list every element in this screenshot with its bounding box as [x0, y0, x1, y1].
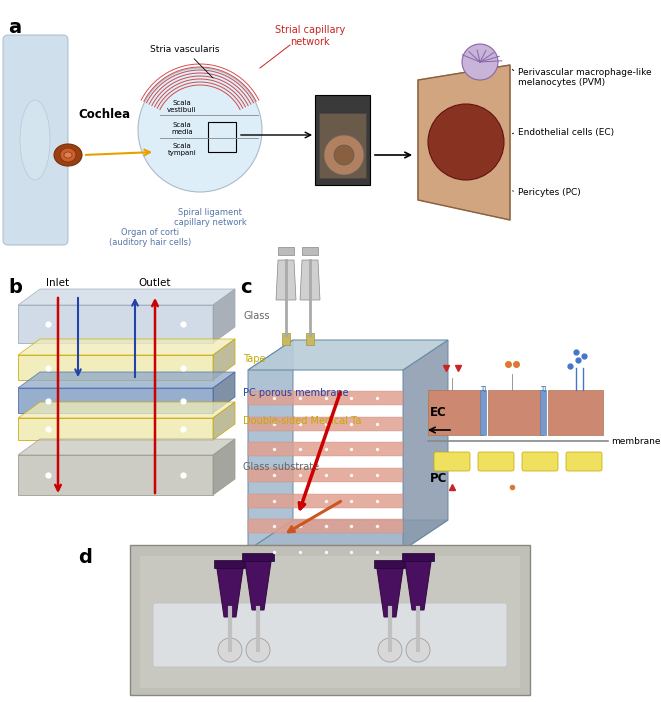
Bar — [130, 545, 530, 695]
Bar — [319, 113, 366, 178]
Ellipse shape — [54, 144, 82, 166]
Polygon shape — [248, 545, 403, 559]
Text: Cochlea: Cochlea — [78, 108, 130, 121]
Text: d: d — [78, 548, 92, 567]
Polygon shape — [540, 390, 546, 435]
Circle shape — [406, 638, 430, 662]
Polygon shape — [213, 289, 235, 343]
FancyBboxPatch shape — [522, 452, 558, 471]
Circle shape — [138, 68, 262, 192]
Circle shape — [218, 638, 242, 662]
Polygon shape — [213, 339, 235, 380]
Bar — [214, 560, 246, 568]
Text: membrane: membrane — [611, 437, 660, 446]
Text: Outlet: Outlet — [139, 278, 171, 288]
Circle shape — [428, 104, 504, 180]
Polygon shape — [403, 340, 448, 550]
Text: Organ of corti
(auditory hair cells): Organ of corti (auditory hair cells) — [109, 228, 191, 247]
Polygon shape — [18, 339, 235, 355]
Text: TJ: TJ — [540, 386, 546, 392]
FancyBboxPatch shape — [153, 603, 507, 667]
Text: Glass: Glass — [243, 311, 270, 321]
Ellipse shape — [60, 148, 76, 162]
Bar — [140, 556, 520, 688]
Polygon shape — [376, 562, 404, 617]
Bar — [242, 553, 274, 561]
Text: Scala
media: Scala media — [171, 122, 193, 135]
Text: PC porous membrane: PC porous membrane — [243, 388, 348, 397]
Text: Glass substrate: Glass substrate — [243, 462, 319, 472]
Bar — [208, 122, 236, 152]
FancyBboxPatch shape — [478, 452, 514, 471]
Polygon shape — [213, 402, 235, 440]
Polygon shape — [404, 555, 432, 610]
Circle shape — [334, 145, 354, 165]
Polygon shape — [480, 390, 486, 435]
Polygon shape — [18, 455, 213, 495]
Bar — [488, 390, 543, 435]
Polygon shape — [213, 439, 235, 495]
FancyBboxPatch shape — [3, 35, 68, 245]
Text: Spiral ligament
capillary network: Spiral ligament capillary network — [174, 208, 247, 227]
Circle shape — [462, 44, 498, 80]
Polygon shape — [248, 442, 403, 456]
Polygon shape — [216, 562, 244, 617]
Text: Pericytes (PC): Pericytes (PC) — [518, 188, 581, 197]
Polygon shape — [248, 340, 448, 370]
Bar — [302, 247, 318, 255]
Text: Tape: Tape — [243, 355, 266, 364]
Text: PC: PC — [430, 472, 447, 486]
Polygon shape — [18, 439, 235, 455]
Text: a: a — [8, 18, 21, 37]
Text: Scala
vestibuli: Scala vestibuli — [167, 100, 197, 113]
Text: EC: EC — [430, 406, 447, 419]
Polygon shape — [248, 391, 403, 405]
Text: Strial capillary
network: Strial capillary network — [275, 25, 345, 46]
Text: Stria vascularis: Stria vascularis — [150, 45, 219, 78]
Polygon shape — [248, 416, 403, 430]
Polygon shape — [213, 372, 235, 413]
FancyBboxPatch shape — [566, 452, 602, 471]
Polygon shape — [300, 260, 320, 300]
FancyBboxPatch shape — [434, 452, 470, 471]
Circle shape — [324, 135, 364, 175]
Polygon shape — [244, 555, 272, 610]
Text: c: c — [240, 278, 252, 297]
Bar — [548, 390, 603, 435]
Text: Endothelial cells (EC): Endothelial cells (EC) — [518, 128, 614, 137]
Bar — [282, 333, 290, 345]
Polygon shape — [18, 289, 235, 305]
Polygon shape — [18, 355, 213, 380]
Circle shape — [246, 638, 270, 662]
Polygon shape — [418, 65, 510, 220]
Bar — [428, 390, 483, 435]
Bar — [402, 553, 434, 561]
Text: Inlet: Inlet — [46, 278, 69, 288]
Bar — [278, 247, 294, 255]
Text: Perivascular macrophage-like
melanocytes (PVM): Perivascular macrophage-like melanocytes… — [518, 68, 652, 88]
Polygon shape — [276, 260, 296, 300]
Ellipse shape — [64, 152, 72, 158]
Circle shape — [378, 638, 402, 662]
Text: Scala
tympani: Scala tympani — [168, 143, 196, 156]
Text: Double-sided Medical Ta: Double-sided Medical Ta — [243, 416, 362, 426]
Bar — [315, 95, 370, 185]
Polygon shape — [248, 340, 293, 550]
Polygon shape — [248, 519, 403, 534]
Bar — [374, 560, 406, 568]
Polygon shape — [18, 388, 213, 413]
Polygon shape — [18, 418, 213, 440]
Text: b: b — [8, 278, 22, 297]
Polygon shape — [248, 494, 403, 508]
Polygon shape — [248, 520, 448, 550]
Polygon shape — [18, 305, 213, 343]
Polygon shape — [18, 372, 235, 388]
Bar — [306, 333, 314, 345]
Polygon shape — [248, 468, 403, 482]
Ellipse shape — [20, 100, 50, 180]
Polygon shape — [18, 402, 235, 418]
Text: TJ: TJ — [480, 386, 486, 392]
